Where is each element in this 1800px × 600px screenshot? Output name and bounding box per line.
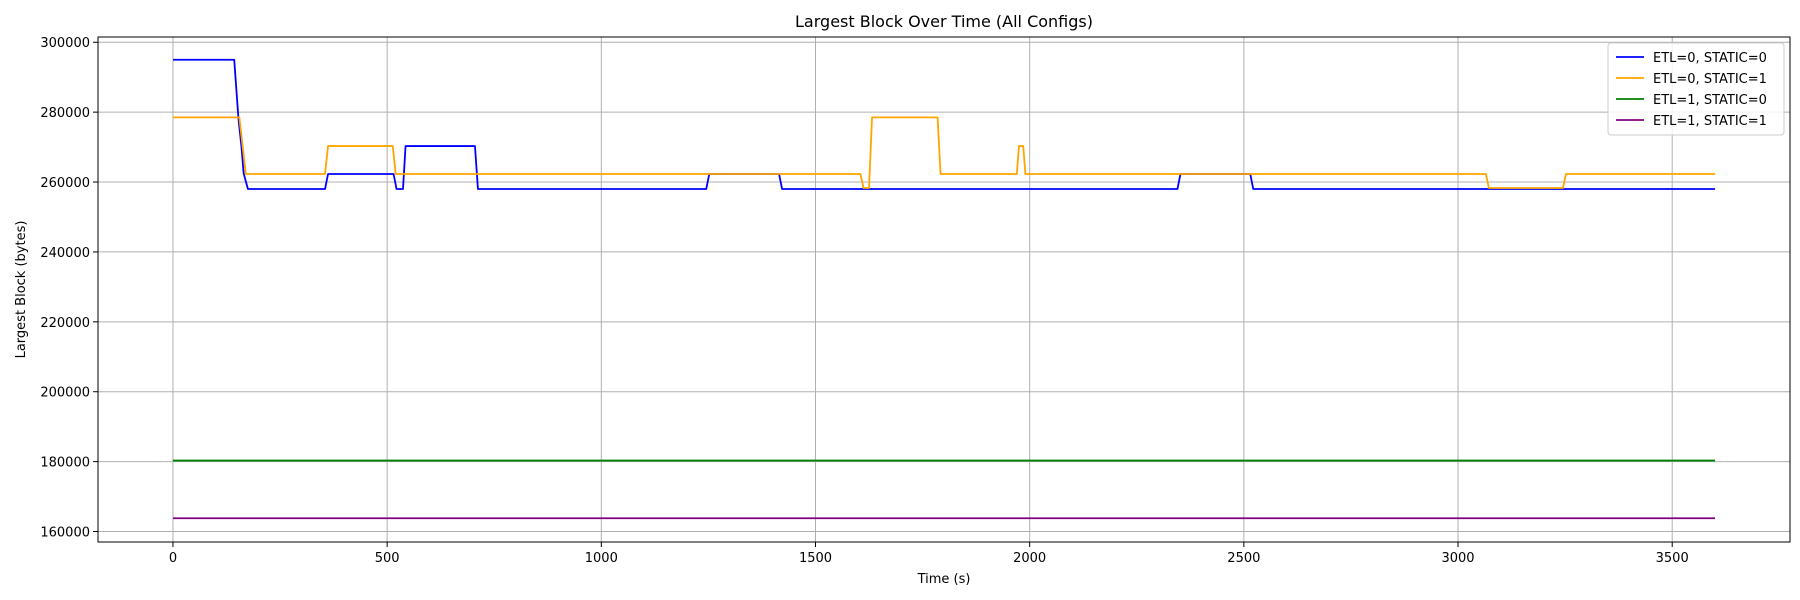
y-tick-label: 220000	[40, 316, 90, 331]
grid	[98, 37, 1790, 542]
y-tick-label: 180000	[40, 456, 90, 471]
y-tick-label: 280000	[40, 106, 90, 121]
x-tick-label: 0	[169, 551, 177, 566]
x-ticks: 0 500 1000 1500 2000 2500 3000 3500	[169, 542, 1689, 566]
legend-entry: ETL=1, STATIC=1	[1653, 114, 1767, 129]
legend: ETL=0, STATIC=0 ETL=0, STATIC=1 ETL=1, STA…	[1607, 42, 1785, 136]
y-ticks: 160000 180000 200000 220000 240000 260000 2800…	[40, 36, 98, 541]
y-tick-label: 300000	[40, 36, 90, 51]
x-tick-label: 1000	[585, 551, 618, 566]
x-tick-label: 500	[375, 551, 400, 566]
x-axis-label: Time (s)	[917, 572, 971, 587]
x-tick-label: 1500	[799, 551, 832, 566]
series-line-2	[172, 116, 1716, 189]
x-tick-label: 2000	[1013, 551, 1046, 566]
legend-entry: ETL=0, STATIC=1	[1653, 72, 1767, 87]
x-tick-label: 3000	[1441, 551, 1474, 566]
y-tick-label: 200000	[40, 386, 90, 401]
y-tick-label: 240000	[40, 246, 90, 261]
series-lines	[172, 58, 1716, 520]
y-tick-label: 260000	[40, 176, 90, 191]
y-tick-label: 160000	[40, 526, 90, 541]
chart-title: Largest Block Over Time (All Configs)	[795, 12, 1093, 31]
plot-frame	[97, 36, 1791, 543]
y-axis-label: Largest Block (bytes)	[14, 221, 29, 359]
series-line-1	[172, 58, 1716, 190]
legend-box	[1607, 42, 1785, 136]
x-tick-label: 3500	[1656, 551, 1689, 566]
legend-entry: ETL=1, STATIC=0	[1653, 93, 1767, 108]
x-tick-label: 2500	[1227, 551, 1260, 566]
legend-entry: ETL=0, STATIC=0	[1653, 51, 1767, 66]
